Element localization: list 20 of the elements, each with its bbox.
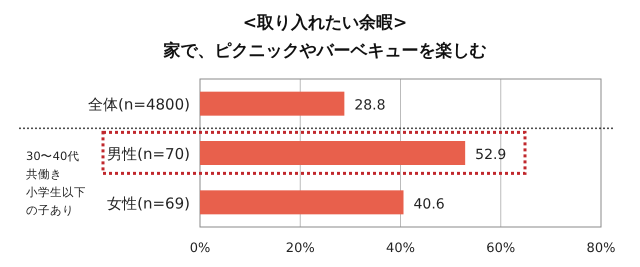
x-tick-label: 40% xyxy=(386,241,415,256)
data-label: 40.6 xyxy=(414,196,445,212)
bar xyxy=(200,190,404,214)
text: の子あり xyxy=(26,203,74,217)
y-tick-label: 男性(n=70) xyxy=(107,145,190,163)
x-tick-label: 60% xyxy=(486,241,516,256)
y-tick-label: 全体(n=4800) xyxy=(88,96,190,114)
bar xyxy=(200,92,344,116)
data-label: 52.9 xyxy=(475,147,506,163)
text: 30〜40代 xyxy=(26,149,80,163)
data-label: 28.8 xyxy=(354,98,386,114)
x-tick-label: 80% xyxy=(586,241,616,256)
chart-title: <取り入れたい余暇> xyxy=(242,13,408,33)
text: 共働き xyxy=(26,167,62,181)
chart-subtitle: 家で、ピクニックやバーベキューを楽しむ xyxy=(162,41,486,61)
text: 小学生以下 xyxy=(26,185,86,199)
x-tick-label: 0% xyxy=(190,241,210,256)
x-tick-label: 20% xyxy=(286,241,315,256)
bar xyxy=(200,141,466,165)
y-tick-label: 女性(n=69) xyxy=(107,194,190,212)
